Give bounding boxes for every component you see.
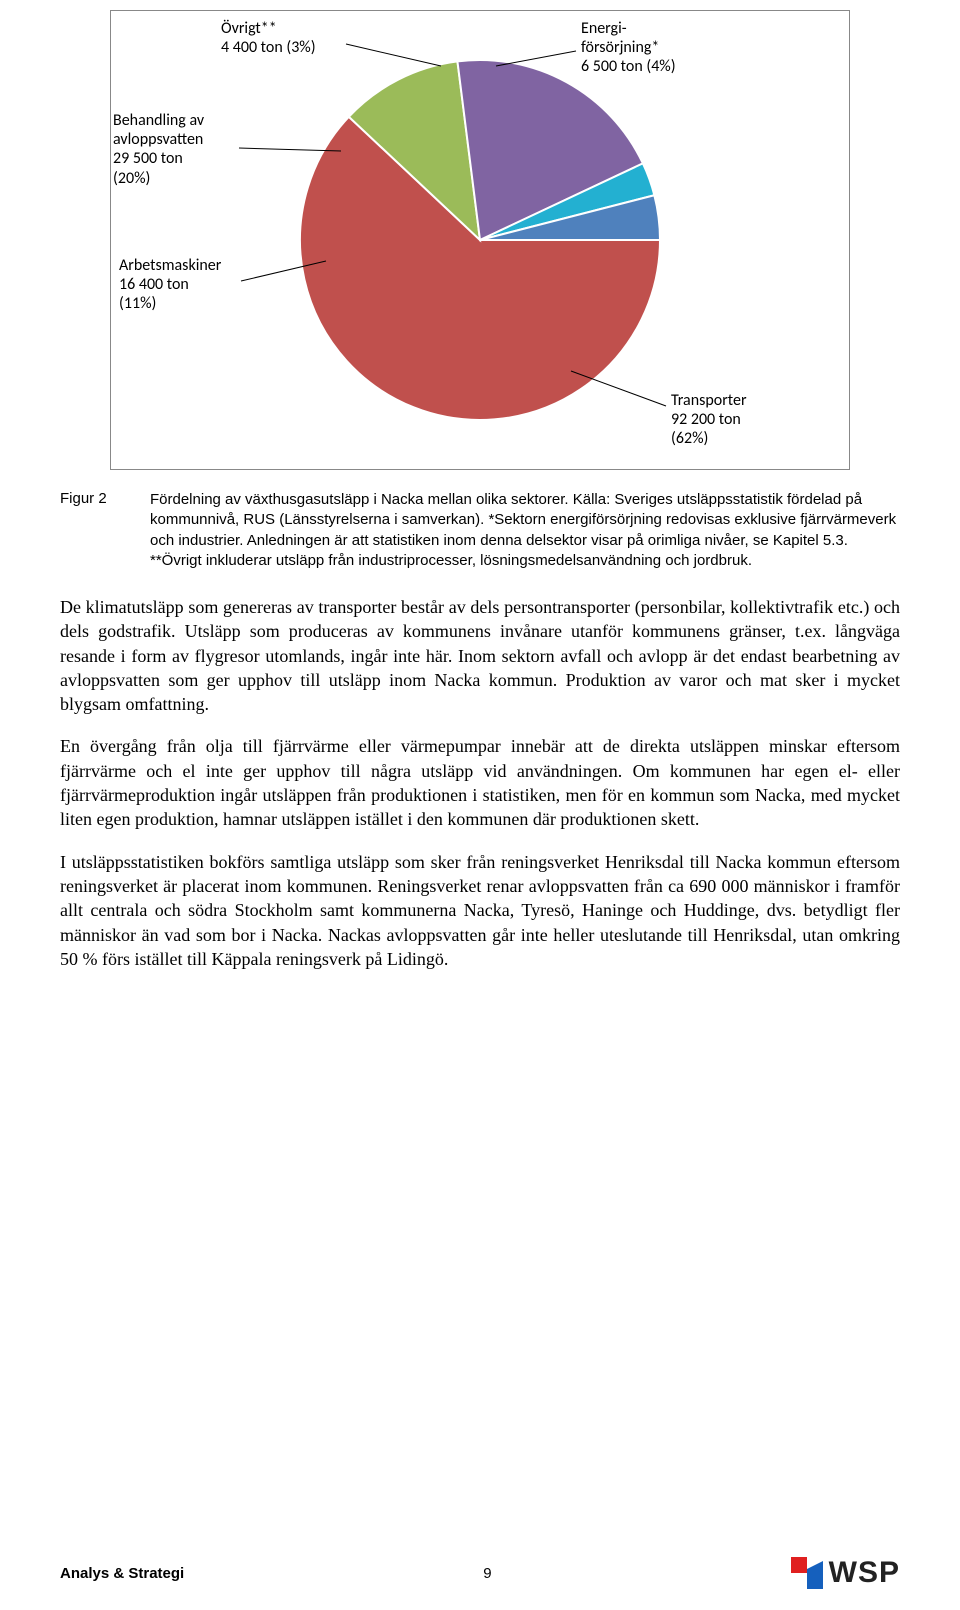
- page-footer: Analys & Strategi 9 WSP: [60, 1556, 900, 1590]
- pie-slice-label: Arbetsmaskiner16 400 ton(11%): [119, 256, 221, 314]
- footer-title: Analys & Strategi: [60, 1565, 184, 1582]
- pie-slice-label: Övrigt**4 400 ton (3%): [221, 19, 316, 57]
- figure-number: Figur 2: [60, 490, 150, 571]
- body-paragraph: En övergång från olja till fjärrvärme el…: [60, 734, 900, 831]
- body-paragraph: De klimatutsläpp som genereras av transp…: [60, 595, 900, 716]
- logo-mark-icon: [791, 1557, 823, 1589]
- figure-caption: Figur 2 Fördelning av växthusgasutsläpp …: [60, 490, 900, 571]
- pie-slice-label: Behandling avavloppsvatten29 500 ton(20%…: [113, 111, 204, 188]
- figure-caption-text: Fördelning av växthusgasutsläpp i Nacka …: [150, 490, 900, 571]
- logo-text: WSP: [829, 1556, 900, 1590]
- page-number: 9: [483, 1565, 491, 1582]
- pie-chart-container: Transporter92 200 ton(62%) Arbetsmaskiner…: [110, 10, 850, 470]
- body-paragraph: I utsläppsstatistiken bokförs samtliga u…: [60, 850, 900, 971]
- pie-slice-label: Energi-försörjning*6 500 ton (4%): [581, 19, 676, 77]
- pie-chart: [300, 60, 660, 420]
- pie-slice-label: Transporter92 200 ton(62%): [671, 391, 747, 449]
- wsp-logo: WSP: [791, 1556, 900, 1590]
